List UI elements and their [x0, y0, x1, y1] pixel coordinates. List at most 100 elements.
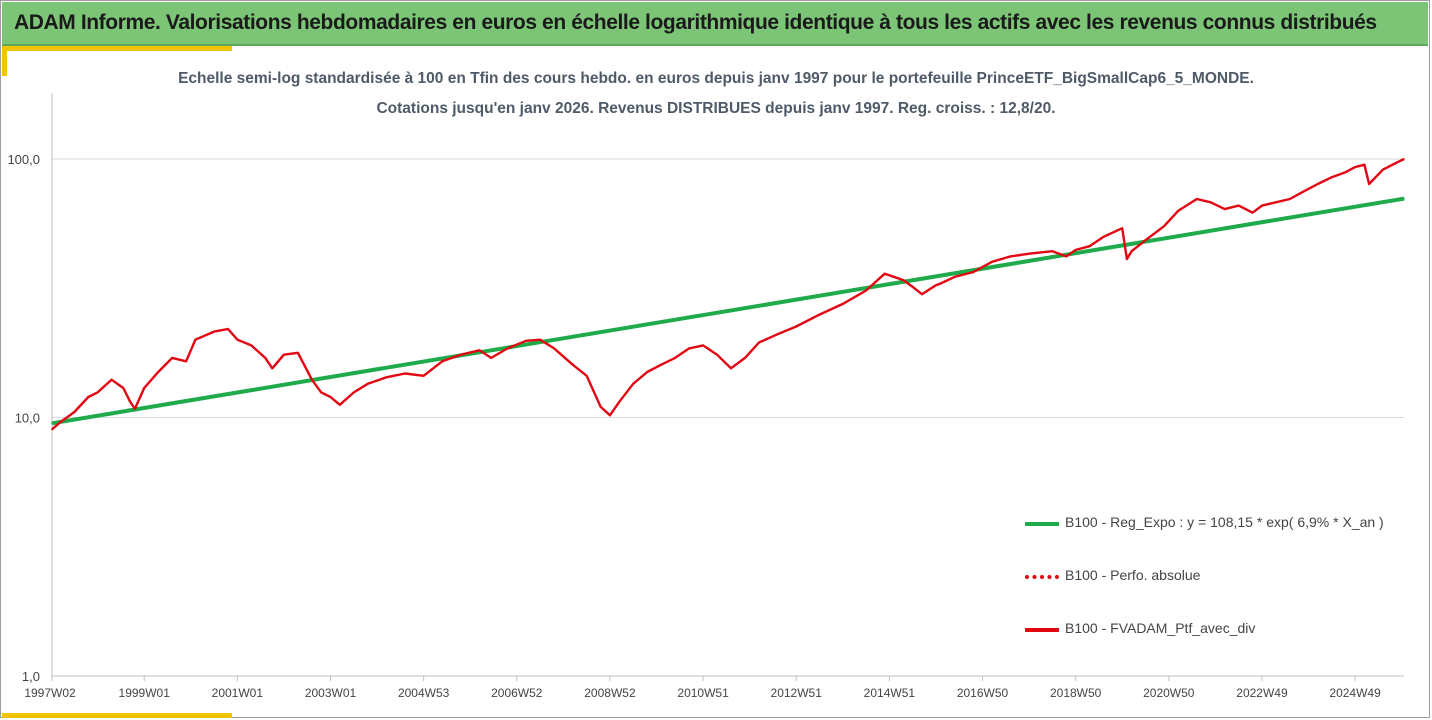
data-point: [87, 396, 90, 398]
data-point: [935, 284, 937, 287]
data-point: [632, 383, 634, 385]
y-tick-label: 100,0: [7, 152, 40, 167]
data-point: [1209, 201, 1212, 204]
data-point: [460, 353, 462, 356]
grid-lines: [51, 93, 1404, 677]
data-point: [185, 360, 187, 363]
data-point: [311, 378, 313, 381]
data-point: [1065, 255, 1068, 258]
data-point: [506, 347, 509, 350]
data-point: [911, 286, 914, 288]
data-point: [539, 338, 541, 341]
data-point: [250, 344, 253, 347]
data-point: [73, 411, 76, 413]
legend-swatch-perfo-absolue: [1025, 575, 1059, 579]
x-tick-label: 2010W51: [677, 686, 729, 700]
data-point: [271, 367, 274, 370]
data-point: [1088, 245, 1091, 247]
data-point: [1163, 225, 1165, 227]
x-tick-label: 1999W01: [119, 686, 171, 700]
data-point: [490, 357, 493, 359]
data-point: [1196, 198, 1198, 200]
data-point: [618, 401, 621, 403]
y-axis-ticks: 1,0 10,0 100,0: [7, 152, 40, 684]
legend-label-portfolio: B100 - FVADAM_Ptf_avec_div: [1065, 620, 1256, 636]
chart-subtitle-line1: Echelle semi-log standardisée à 100 en T…: [178, 70, 1254, 87]
data-point: [110, 378, 113, 381]
data-point: [1130, 250, 1133, 252]
data-point: [939, 282, 942, 285]
data-point: [1368, 183, 1370, 185]
legend-swatch-portfolio: [1025, 628, 1059, 632]
x-tick-label: 2008W52: [584, 686, 636, 700]
data-point: [1237, 204, 1240, 207]
data-point: [143, 387, 145, 389]
data-point: [1251, 211, 1254, 214]
data-point: [129, 401, 131, 403]
data-point: [1303, 190, 1305, 193]
x-tick-label: 2022W49: [1236, 686, 1288, 700]
data-point: [1009, 255, 1012, 258]
title-banner: ADAM Informe. Valorisations hebdomadaire…: [2, 2, 1428, 46]
data-point: [157, 371, 159, 373]
data-point: [1345, 171, 1347, 173]
data-point: [329, 396, 332, 398]
x-tick-label: 2001W01: [212, 686, 264, 700]
data-point: [1102, 236, 1105, 238]
accent-bar-bottom: [2, 713, 232, 718]
x-tick-label: 2006W52: [491, 686, 543, 700]
data-point: [1051, 250, 1054, 252]
x-tick-label: 2020W50: [1143, 686, 1195, 700]
data-point: [1354, 166, 1356, 168]
data-point: [478, 349, 481, 352]
data-point: [702, 344, 704, 347]
data-point: [297, 352, 299, 354]
data-point: [1403, 197, 1405, 200]
y-tick-label: 1,0: [22, 669, 40, 684]
data-point: [1403, 158, 1405, 160]
data-point: [404, 372, 406, 375]
chart-subtitle-line2: Cotations jusqu'en janv 2026. Revenus DI…: [376, 100, 1056, 117]
data-point: [599, 406, 602, 408]
data-point: [553, 347, 555, 350]
data-point: [1144, 239, 1147, 241]
data-point: [1126, 258, 1128, 260]
data-point: [571, 363, 574, 366]
data-point: [865, 289, 867, 292]
data-point: [51, 428, 53, 431]
series-lines: [51, 157, 1405, 431]
data-point: [51, 422, 53, 425]
data-point: [1331, 176, 1333, 178]
x-tick-label: 2004W53: [398, 686, 450, 700]
legend-swatch-regression: [1025, 522, 1059, 526]
data-point: [367, 383, 369, 385]
data-point: [902, 279, 905, 281]
data-point: [385, 376, 388, 379]
x-tick-label: 2012W51: [771, 686, 823, 700]
x-tick-label: 2024W49: [1329, 686, 1381, 700]
banner-title: ADAM Informe. Valorisations hebdomadaire…: [14, 11, 1377, 34]
data-point: [1074, 249, 1077, 251]
data-point: [1317, 183, 1319, 185]
data-point: [59, 421, 62, 423]
data-point: [730, 367, 732, 370]
x-tick-label: 2014W51: [864, 686, 916, 700]
data-point: [171, 357, 173, 359]
x-tick-label: 2018W50: [1050, 686, 1102, 700]
data-point: [236, 338, 239, 341]
x-tick-label: 1997W02: [24, 686, 76, 700]
data-point: [320, 391, 323, 394]
data-point: [1028, 252, 1030, 255]
data-point: [1261, 204, 1263, 207]
y-tick-label: 10,0: [15, 410, 40, 425]
data-point: [953, 276, 956, 278]
data-point: [134, 408, 136, 410]
accent-bar-left: [2, 46, 7, 76]
data-point: [972, 271, 974, 273]
data-point: [353, 391, 355, 394]
data-point: [441, 360, 444, 363]
data-point: [883, 272, 886, 275]
data-point: [585, 375, 588, 377]
